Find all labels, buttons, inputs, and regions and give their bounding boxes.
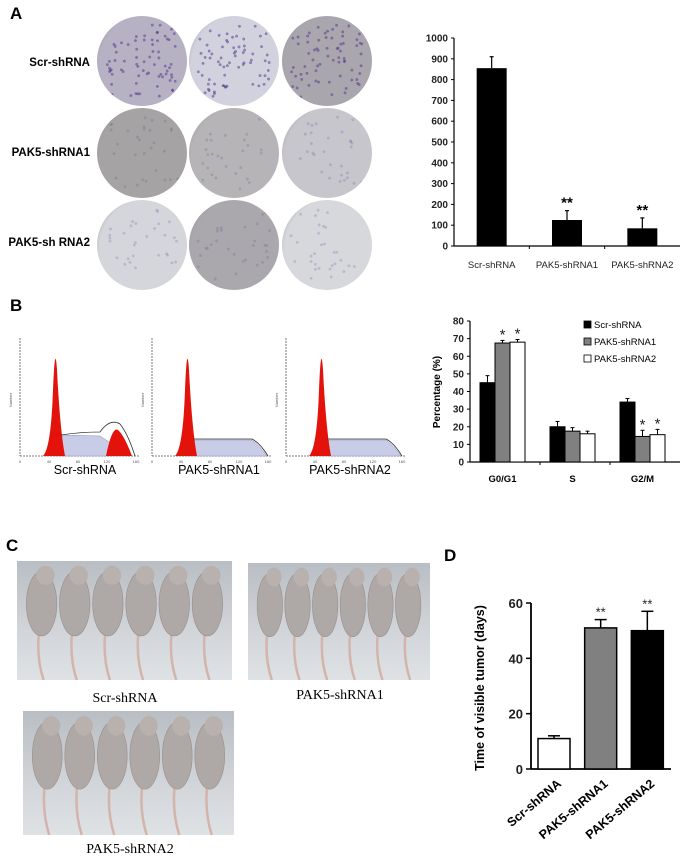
svg-text:200: 200 (431, 200, 448, 211)
svg-text:Scr-shRNA: Scr-shRNA (594, 320, 642, 331)
svg-text:Number: Number (8, 392, 13, 407)
histogram-label-shrna2: PAK5-shRNA2 (309, 463, 391, 477)
svg-text:700: 700 (431, 96, 448, 107)
mice-photo-scr (17, 561, 232, 680)
svg-text:Channels (FL2-A): Channels (FL2-A) (330, 464, 362, 465)
svg-text:900: 900 (431, 54, 448, 65)
svg-text:30: 30 (453, 405, 465, 416)
colony-dish (189, 108, 279, 198)
panel-a-colony-bar-chart: 0 100 200 300 400 500 600 700 800 900 1000 Scr-shRN… (426, 34, 680, 271)
svg-text:10: 10 (453, 440, 465, 451)
mice-photo-shrna2 (23, 711, 234, 835)
svg-text:**: ** (561, 195, 573, 212)
svg-text:20: 20 (509, 707, 523, 722)
svg-text:*: * (640, 416, 646, 433)
svg-text:40: 40 (313, 459, 318, 464)
svg-text:*: * (655, 415, 661, 432)
svg-text:Percentage (%): Percentage (%) (432, 356, 443, 428)
svg-text:G0/G1: G0/G1 (489, 474, 518, 485)
mice-photo-shrna1 (248, 563, 430, 680)
svg-text:*: * (500, 326, 506, 343)
panel-a-row-label-shrna1: PAK5-shRNA1 (11, 147, 90, 159)
panel-a-row-label-scr: Scr-shRNA (29, 57, 90, 69)
svg-text:160: 160 (133, 459, 140, 464)
colony-dish (282, 108, 372, 198)
svg-text:80: 80 (342, 459, 347, 464)
colony-dish (97, 108, 187, 198)
svg-text:0: 0 (458, 458, 464, 469)
svg-text:160: 160 (399, 459, 406, 464)
svg-text:40: 40 (179, 459, 184, 464)
svg-text:100: 100 (431, 221, 448, 232)
colony-dish (97, 200, 187, 290)
svg-text:PAK5-shRNA2: PAK5-shRNA2 (611, 260, 673, 271)
svg-text:Channels (FL2-A): Channels (FL2-A) (196, 464, 228, 465)
svg-text:80: 80 (76, 459, 81, 464)
svg-text:70: 70 (453, 334, 465, 345)
panel-b-cell-cycle-chart: 0 10 20 30 40 50 60 70 80 Percentage (%) * * G0/G1 S *… (432, 317, 680, 485)
svg-text:800: 800 (431, 75, 448, 86)
svg-text:Number: Number (140, 392, 145, 407)
svg-text:120: 120 (104, 459, 111, 464)
svg-text:120: 120 (370, 459, 377, 464)
svg-text:40: 40 (509, 651, 523, 666)
panel-a-row-label-shrna2: PAK5-sh RNA2 (8, 237, 90, 249)
mice-illustration (32, 715, 226, 835)
colony-dish (189, 16, 279, 106)
svg-text:400: 400 (431, 158, 448, 169)
flow-cytometry-histograms: 0 40 80 120 160 Channels (FL2-A) Number 0 40 80 12… (8, 338, 406, 465)
svg-text:0: 0 (151, 459, 154, 464)
panel-d-letter: D (444, 546, 457, 565)
svg-text:G2/M: G2/M (631, 474, 654, 485)
mice-illustration (26, 565, 223, 680)
histogram-1: 0 40 80 120 160 Channels (FL2-A) Number (140, 338, 272, 465)
svg-text:300: 300 (431, 179, 448, 190)
svg-text:1000: 1000 (426, 34, 449, 45)
colony-dish (282, 16, 372, 106)
svg-text:80: 80 (208, 459, 213, 464)
svg-text:40: 40 (453, 387, 465, 398)
mice-illustration (256, 567, 422, 680)
svg-text:*: * (515, 326, 521, 343)
svg-text:0: 0 (19, 459, 22, 464)
svg-text:600: 600 (431, 117, 448, 128)
photo-label-shrna1: PAK5-shRNA1 (296, 688, 384, 703)
svg-text:Scr-shRNA: Scr-shRNA (468, 260, 516, 271)
svg-text:Time of visible tumor (days): Time of visible tumor (days) (473, 605, 487, 771)
svg-text:PAK5-shRNA1: PAK5-shRNA1 (536, 260, 598, 271)
colony-dish (189, 200, 279, 290)
svg-text:S: S (569, 474, 575, 485)
histogram-label-scr: Scr-shRNA (53, 463, 117, 477)
svg-text:20: 20 (453, 422, 465, 433)
svg-text:0: 0 (442, 242, 448, 253)
colony-dish (282, 200, 372, 290)
svg-text:PAK5-shRNA1: PAK5-shRNA1 (594, 337, 656, 348)
histogram-2: 0 40 80 120 160 Channels (FL2-A) Number (274, 338, 406, 465)
svg-text:**: ** (636, 202, 648, 219)
svg-text:160: 160 (265, 459, 272, 464)
svg-text:0: 0 (285, 459, 288, 464)
histogram-label-shrna1: PAK5-shRNA1 (178, 463, 260, 477)
photo-label-shrna2: PAK5-shRNA2 (86, 842, 174, 857)
svg-text:120: 120 (236, 459, 243, 464)
svg-text:PAK5-shRNA2: PAK5-shRNA2 (594, 354, 656, 365)
histogram-0: 0 40 80 120 160 Channels (FL2-A) Number (8, 338, 140, 465)
panel-b-letter: B (10, 296, 23, 315)
svg-text:80: 80 (453, 317, 465, 328)
colony-dish (97, 16, 187, 106)
svg-text:Channels (FL2-A): Channels (FL2-A) (64, 464, 96, 465)
svg-text:**: ** (642, 596, 652, 611)
panel-a-letter: A (10, 4, 23, 23)
svg-text:40: 40 (47, 459, 52, 464)
svg-text:60: 60 (509, 596, 523, 611)
svg-text:**: ** (596, 605, 606, 620)
svg-text:50: 50 (453, 369, 465, 380)
svg-text:500: 500 (431, 138, 448, 149)
svg-text:0: 0 (516, 762, 523, 777)
photo-label-scr: Scr-shRNA (92, 691, 158, 706)
svg-text:60: 60 (453, 352, 465, 363)
svg-text:Number: Number (274, 392, 279, 407)
panel-c-letter: C (6, 536, 19, 555)
